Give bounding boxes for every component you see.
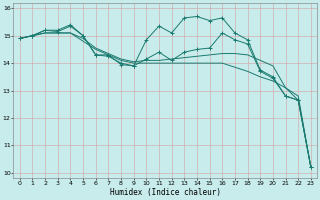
X-axis label: Humidex (Indice chaleur): Humidex (Indice chaleur) — [110, 188, 221, 197]
